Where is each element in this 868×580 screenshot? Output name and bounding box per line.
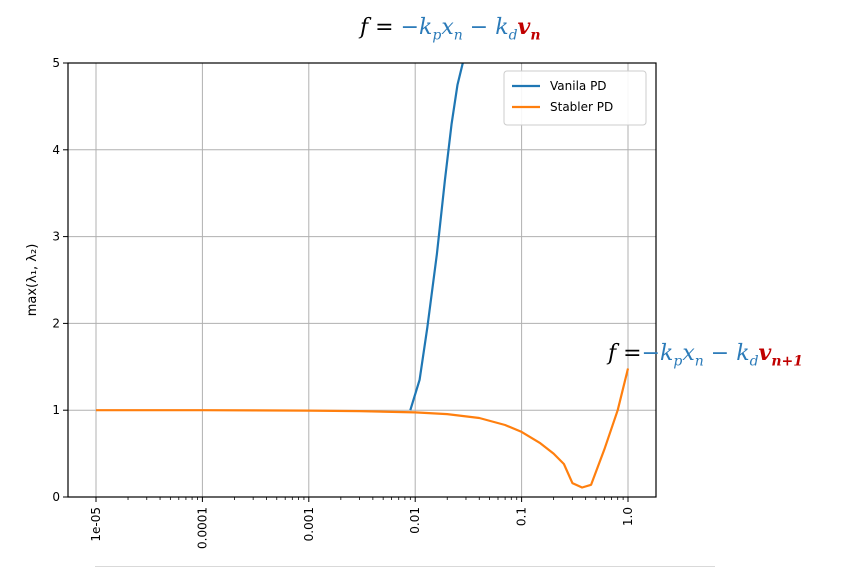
eq-kd: kd — [736, 341, 759, 370]
x-tick-label: 0.1 — [515, 507, 529, 526]
legend-label: Vanila PD — [550, 79, 607, 93]
eq-kp: kpxn — [660, 341, 704, 370]
plot-frame — [67, 62, 657, 498]
series-layer — [96, 63, 630, 489]
legend-box — [503, 70, 647, 126]
eq-minus-2: − — [710, 341, 730, 366]
x-tick-label: 1e-05 — [89, 507, 103, 542]
eq-minus: − — [641, 341, 661, 366]
series-line-vanila-pd — [409, 63, 464, 411]
eq-v: vn — [517, 14, 541, 44]
grid — [68, 63, 656, 497]
series-line-stabler-pd — [96, 368, 630, 489]
y-tick-label: 3 — [52, 230, 60, 244]
equation-top: f = −kpxn − kdvn — [360, 14, 541, 43]
x-tick-label: 1.0 — [621, 507, 635, 526]
x-tick-label: 0.01 — [408, 507, 422, 534]
x-tick-label: 0.001 — [302, 507, 316, 541]
legend: Vanila PD Stabler PD — [503, 70, 647, 126]
y-tick-label: 2 — [52, 316, 60, 330]
equation-side: f =−kpxn − kdvn+1 — [608, 340, 803, 369]
eq-minus: − — [400, 15, 420, 40]
eq-equals: = — [375, 15, 394, 40]
eq-equals: = — [623, 341, 642, 366]
x-tick-label: 0.0001 — [195, 507, 209, 549]
y-tick-label: 4 — [52, 143, 60, 157]
eq-v: vn+1 — [758, 340, 803, 370]
y-tick-label: 0 — [52, 490, 60, 504]
y-axis-label: max(λ₁, λ₂) — [25, 244, 40, 317]
eq-kp: kpxn — [419, 15, 463, 44]
divider — [95, 566, 715, 567]
eq-f: f — [360, 15, 369, 40]
eq-minus-2: − — [469, 15, 489, 40]
eq-kd: kd — [495, 15, 518, 44]
eq-f: f — [608, 341, 617, 366]
y-tick-label: 1 — [52, 403, 60, 417]
ticks: 1e-05 0.0001 0.001 0.01 0.1 1.0 0 1 2 3 4 5 — [52, 56, 635, 549]
y-tick-label: 5 — [52, 56, 60, 70]
legend-label: Stabler PD — [550, 100, 613, 114]
